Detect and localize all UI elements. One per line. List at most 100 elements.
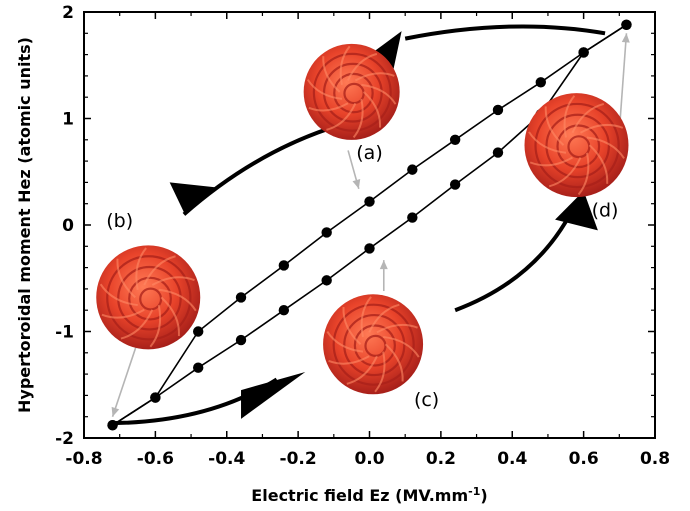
- pointer-arrow-head: [352, 179, 361, 189]
- toroid-ring: [545, 113, 610, 179]
- toroid-body: [323, 294, 424, 395]
- curved-arrow-head: [555, 190, 598, 231]
- y-tick-label: 2: [62, 3, 74, 23]
- toroid-strand: [143, 255, 176, 286]
- toroid-strand: [376, 323, 418, 334]
- toroid-strand: [326, 330, 364, 353]
- x-tick-label: 0.6: [569, 449, 599, 469]
- data-point: [193, 362, 204, 373]
- curved-arrow-head: [169, 182, 220, 213]
- toroid-strand: [135, 247, 147, 290]
- toroid-strand: [99, 283, 138, 307]
- toroid-strand: [101, 308, 145, 319]
- data-point: [364, 196, 375, 207]
- toroid-strand: [151, 276, 195, 286]
- data-point: [150, 392, 161, 403]
- data-point: [492, 104, 504, 116]
- pointer-arrow: [618, 33, 628, 132]
- toroid-strand: [308, 102, 349, 112]
- toroid-strand: [120, 309, 154, 340]
- x-tick-label: 0.0: [354, 449, 384, 469]
- toroid-strand: [347, 52, 378, 81]
- toroid-strand: [346, 355, 378, 385]
- data-point: [449, 134, 461, 145]
- toroid-ring: [139, 287, 163, 311]
- toroid-strand: [149, 304, 162, 348]
- toroid-strand: [352, 98, 364, 139]
- toroid-strand: [384, 343, 404, 382]
- toroid-rendering: [323, 294, 424, 395]
- data-point: [407, 212, 418, 223]
- data-point: [449, 179, 461, 190]
- toroid-rendering: [524, 93, 629, 198]
- data-point: [278, 260, 290, 271]
- toroid-rendering: [303, 43, 400, 140]
- data-point: [321, 227, 332, 238]
- data-point: [321, 275, 332, 286]
- toroid-strand: [548, 157, 582, 188]
- toroid-strand: [160, 296, 180, 337]
- panel-labels: (a) (b) (c) (d): [106, 142, 618, 411]
- toroid-strand: [586, 136, 625, 159]
- toroid-strand: [339, 45, 351, 86]
- data-point: [364, 243, 375, 254]
- x-tick-label: -0.8: [65, 449, 102, 469]
- toroid-ring: [117, 265, 182, 331]
- data-point: [492, 147, 504, 158]
- y-tick-label: 0: [62, 216, 74, 236]
- toroid-strand: [563, 95, 576, 138]
- data-points: [107, 19, 632, 431]
- toroid-strand: [116, 258, 136, 299]
- pointer-arrow-head: [379, 260, 388, 270]
- axes: -0.8 -0.6 -0.4 -0.2 0.0 0.2 0.4 0.6 0.8 -2 -1 0 1 2 El…: [15, 3, 670, 505]
- toroid-ring: [322, 62, 383, 123]
- data-point: [535, 77, 546, 88]
- toroid-body: [303, 43, 400, 140]
- x-axis-label-superscript: -1: [468, 485, 480, 498]
- panel-label: (d): [592, 199, 619, 221]
- toroid-ring: [534, 102, 620, 189]
- y-axis-label: Hypertoroidal moment Hez (atomic units): [15, 37, 34, 413]
- y-tick-label: -1: [55, 323, 74, 343]
- data-point: [278, 305, 290, 316]
- toroid-ring: [106, 255, 192, 341]
- toroid-strand: [383, 335, 420, 358]
- panel-label: (a): [356, 142, 382, 164]
- toroid-strand: [354, 72, 395, 82]
- toroid-ring: [332, 303, 415, 386]
- toroid-strand: [368, 303, 400, 333]
- toroid-strand: [361, 83, 397, 105]
- x-tick-label: -0.6: [137, 449, 174, 469]
- toroid-strand: [360, 296, 372, 338]
- pointer-arrow-head: [621, 33, 630, 43]
- x-tick-label: -0.4: [208, 449, 245, 469]
- toroid-strand: [544, 106, 565, 146]
- toroid-strand: [580, 123, 624, 134]
- y-tick-label: -2: [55, 429, 74, 449]
- toroid-ring: [312, 52, 392, 132]
- data-point: [193, 326, 204, 337]
- toroid-ring: [333, 72, 374, 114]
- x-tick-label: -0.2: [280, 449, 317, 469]
- toroid-ring: [567, 135, 591, 159]
- data-point: [235, 334, 247, 346]
- toroid-strand: [529, 156, 573, 167]
- toroid-body: [524, 93, 629, 198]
- toroid-strand: [328, 355, 370, 365]
- toroid-strand: [577, 152, 590, 196]
- x-axis-label-suffix: ): [480, 486, 487, 505]
- x-axis-label: Electric field Ez (MV.mm-1): [251, 485, 487, 505]
- data-point: [578, 47, 589, 58]
- toroid-ring: [364, 334, 387, 357]
- toroid-ring: [343, 82, 365, 105]
- panel-label: (b): [106, 210, 133, 232]
- toroid-strand: [158, 288, 197, 312]
- curved-arrow: [182, 118, 356, 216]
- curved-arrow-head: [241, 371, 306, 419]
- data-point: [407, 164, 418, 175]
- curved-arrow: [404, 24, 606, 41]
- x-tick-label: 0.8: [640, 449, 670, 469]
- toroid-renderings: [96, 43, 629, 395]
- toroid-strand: [588, 144, 609, 184]
